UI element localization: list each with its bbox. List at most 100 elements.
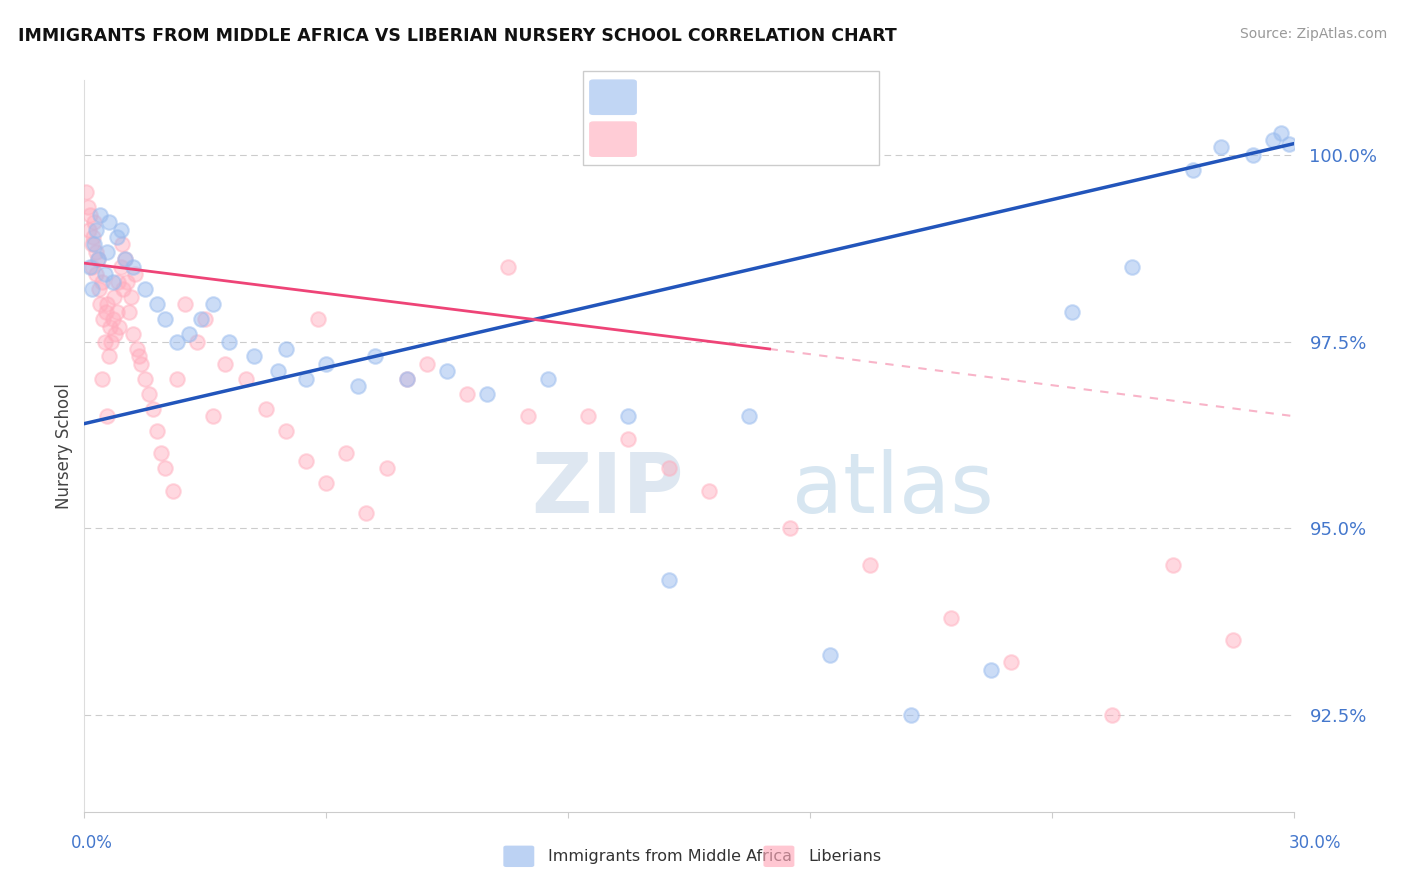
Point — [84, 244, 107, 259]
Point — [98, 319, 121, 334]
Point — [121, 260, 143, 274]
Point — [174, 297, 197, 311]
Point — [307, 312, 329, 326]
Point — [121, 326, 143, 341]
Point — [101, 312, 124, 326]
Point — [149, 446, 172, 460]
Point — [697, 483, 720, 498]
Point — [516, 409, 538, 424]
Point — [274, 424, 297, 438]
Text: Immigrants from Middle Africa: Immigrants from Middle Africa — [548, 849, 793, 863]
Point — [96, 409, 118, 424]
Point — [128, 350, 150, 364]
Point — [900, 707, 922, 722]
Point — [1209, 140, 1232, 154]
Point — [89, 208, 111, 222]
Text: Source: ZipAtlas.com: Source: ZipAtlas.com — [1240, 27, 1388, 41]
Point — [186, 334, 208, 349]
Point — [1161, 558, 1184, 573]
Point — [76, 200, 98, 214]
Point — [134, 282, 156, 296]
Text: atlas: atlas — [792, 450, 994, 531]
Point — [267, 364, 290, 378]
Point — [96, 244, 118, 259]
Point — [162, 483, 184, 498]
Point — [617, 432, 640, 446]
Point — [120, 290, 142, 304]
Point — [395, 372, 418, 386]
Point — [214, 357, 236, 371]
Point — [94, 304, 117, 318]
Point — [86, 222, 108, 236]
Point — [87, 282, 110, 296]
Point — [82, 230, 104, 244]
Point — [235, 372, 257, 386]
Point — [218, 334, 240, 349]
Point — [1241, 148, 1264, 162]
Point — [576, 409, 599, 424]
Point — [274, 342, 297, 356]
Point — [87, 252, 110, 267]
Point — [83, 237, 105, 252]
Point — [129, 357, 152, 371]
Point — [347, 379, 370, 393]
Point — [142, 401, 165, 416]
Point — [436, 364, 458, 378]
Point — [80, 237, 103, 252]
Point — [97, 350, 120, 364]
Point — [1101, 707, 1123, 722]
Point — [104, 326, 127, 341]
Point — [166, 334, 188, 349]
Point — [93, 268, 115, 282]
Point — [1270, 126, 1292, 140]
Text: R = 0.309: R = 0.309 — [647, 87, 749, 107]
Point — [315, 357, 337, 371]
Point — [779, 521, 801, 535]
Point — [980, 663, 1002, 677]
Point — [202, 297, 225, 311]
Y-axis label: Nursery School: Nursery School — [55, 383, 73, 509]
Point — [124, 268, 146, 282]
Point — [86, 252, 108, 267]
Point — [416, 357, 439, 371]
Point — [125, 342, 148, 356]
Text: 30.0%: 30.0% — [1288, 834, 1341, 852]
Point — [91, 312, 114, 326]
Point — [90, 275, 112, 289]
Text: 0.0%: 0.0% — [70, 834, 112, 852]
Point — [82, 260, 104, 274]
Point — [166, 372, 188, 386]
Point — [75, 186, 97, 200]
Point — [89, 297, 111, 311]
Point — [138, 386, 160, 401]
Text: IMMIGRANTS FROM MIDDLE AFRICA VS LIBERIAN NURSERY SCHOOL CORRELATION CHART: IMMIGRANTS FROM MIDDLE AFRICA VS LIBERIA… — [18, 27, 897, 45]
Point — [114, 252, 136, 267]
Point — [103, 290, 125, 304]
Point — [202, 409, 225, 424]
Point — [93, 334, 115, 349]
Point — [96, 297, 118, 311]
Point — [83, 215, 105, 229]
Point — [153, 312, 176, 326]
Point — [114, 252, 136, 267]
Point — [242, 350, 264, 364]
Text: N = 47: N = 47 — [752, 87, 823, 107]
Point — [86, 268, 108, 282]
Point — [658, 574, 681, 588]
Point — [375, 461, 398, 475]
Point — [658, 461, 681, 475]
Point — [105, 304, 128, 318]
Point — [108, 319, 131, 334]
Point — [537, 372, 560, 386]
Point — [477, 386, 499, 401]
Point — [1121, 260, 1143, 274]
Point — [315, 476, 337, 491]
Point — [111, 237, 134, 252]
Point — [1000, 656, 1022, 670]
Point — [1222, 633, 1244, 648]
Text: R = -0.178: R = -0.178 — [647, 129, 756, 149]
Point — [939, 610, 962, 624]
Point — [112, 282, 135, 296]
Point — [115, 275, 138, 289]
Point — [295, 372, 318, 386]
